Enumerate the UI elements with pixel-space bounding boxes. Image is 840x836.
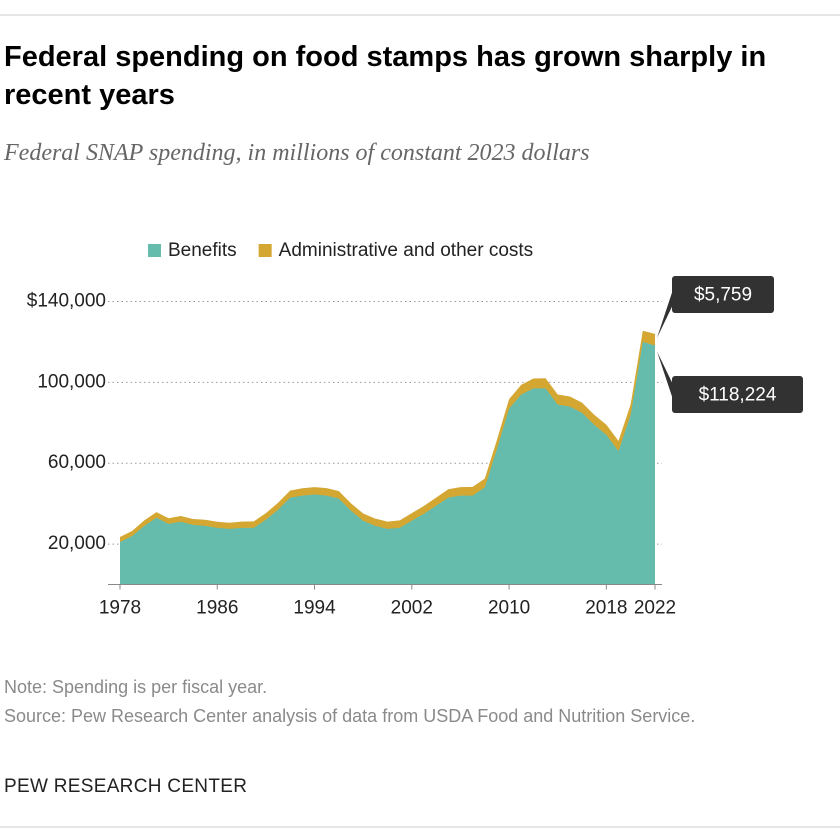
callout (657, 286, 674, 338)
note: Note: Spending is per fiscal year. (4, 677, 268, 697)
legend-swatch (258, 244, 272, 257)
legend-label: Benefits (168, 240, 237, 261)
chart-title: Federal spending on food stamps has grow… (4, 41, 767, 111)
legend-swatch (148, 244, 161, 257)
x-tick-label: 1994 (293, 598, 336, 619)
callout (657, 351, 674, 403)
y-tick-label: 100,000 (37, 371, 106, 392)
credit: PEW RESEARCH CENTER (4, 776, 248, 797)
y-tick-label: $140,000 (27, 291, 106, 312)
x-tick-label: 2022 (634, 598, 676, 619)
x-tick-label: 2010 (488, 598, 530, 619)
y-tick-label: 20,000 (48, 533, 106, 554)
y-tick-label: 60,000 (48, 452, 106, 473)
data-label: $5,759 (694, 285, 752, 306)
area (120, 341, 655, 585)
chart-subtitle: Federal SNAP spending, in millions of co… (4, 140, 590, 166)
data-label: $118,224 (699, 385, 777, 406)
x-tick-label: 2018 (585, 598, 627, 619)
callout (672, 276, 774, 313)
source: Source: Pew Research Center analysis of … (4, 706, 696, 726)
x-tick-label: 1978 (99, 598, 141, 619)
x-tick-label: 2002 (391, 598, 433, 619)
x-tick-label: 1986 (196, 598, 238, 619)
legend-label: Administrative and other costs (279, 240, 534, 261)
callout (672, 376, 803, 413)
